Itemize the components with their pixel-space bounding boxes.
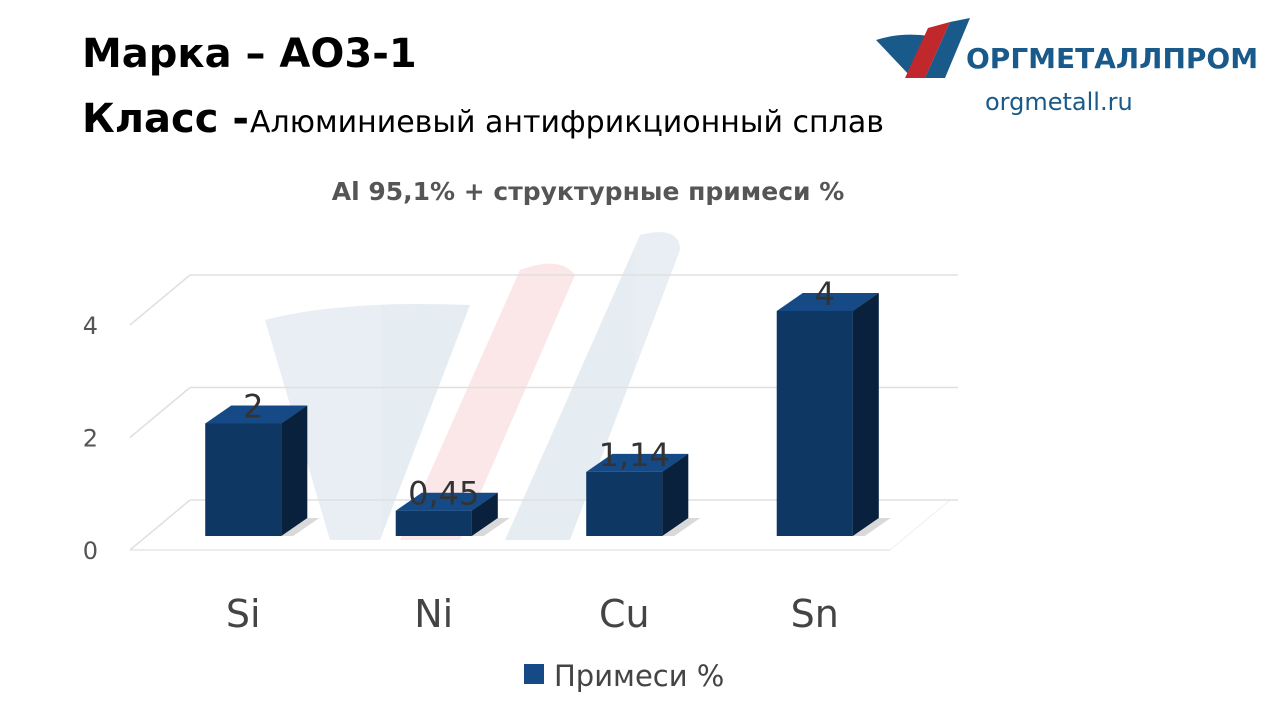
bar-top [586, 453, 689, 472]
bar [395, 510, 472, 536]
bar [586, 471, 663, 536]
bar [776, 311, 853, 536]
bar-top [395, 492, 498, 511]
bar-shade [586, 471, 663, 536]
bar-shadow [852, 518, 891, 536]
logo-name: ОРГМЕТАЛЛПРОМ [966, 42, 1258, 75]
bar-top [776, 293, 879, 311]
x-tick-label: Cu [599, 592, 650, 636]
logo-site: orgmetall.ru [985, 88, 1133, 116]
bar-side-shade [852, 293, 879, 536]
value-label: 2 [243, 388, 263, 426]
y-tick-label: 4 [83, 312, 98, 340]
bar-side-shade [471, 492, 498, 536]
grid-line [129, 386, 191, 439]
chart-title: Al 95,1% + структурные примеси % [332, 177, 845, 206]
legend-swatch [524, 664, 544, 684]
grid-line [129, 499, 191, 551]
bar-shadow [281, 518, 320, 536]
value-label: 1,14 [599, 436, 670, 474]
bar-top [205, 405, 308, 424]
value-label: 4 [815, 275, 835, 313]
class-label: Класс - [82, 96, 249, 142]
floor-back [889, 499, 951, 551]
y-tick-label: 0 [83, 537, 98, 565]
bar-side-shade [281, 405, 308, 536]
watermark [265, 232, 680, 540]
y-tick-label: 2 [83, 425, 98, 453]
bar-side-shade [662, 453, 689, 536]
x-tick-label: Sn [791, 592, 839, 636]
value-label: 0,45 [408, 475, 479, 513]
class-value: Алюминиевый антифрикционный сплав [250, 105, 884, 140]
bar [205, 423, 282, 536]
legend-label: Примеси % [554, 659, 724, 693]
grid-line [129, 274, 191, 326]
bar-shade [205, 423, 282, 536]
x-tick-label: Si [226, 592, 261, 636]
bar-shadow [662, 518, 701, 536]
logo-mark [876, 18, 970, 78]
bar-shadow [471, 518, 510, 536]
bar-shade [776, 311, 853, 536]
bar-shade [395, 510, 472, 536]
x-tick-label: Ni [414, 592, 453, 636]
brand-line: Марка – АО3-1 [82, 31, 417, 77]
